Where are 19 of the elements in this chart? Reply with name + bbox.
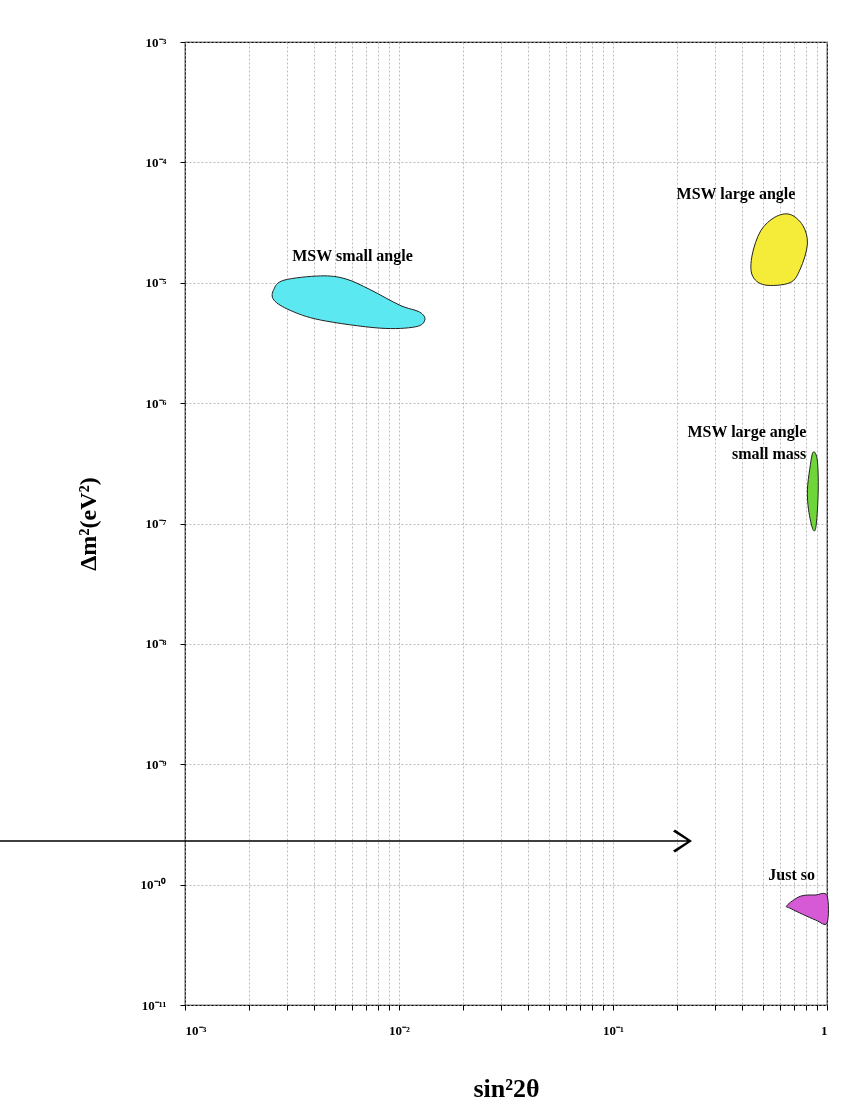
x-tick-label: 10⁻³ bbox=[185, 1022, 207, 1038]
y-tick-label: 10⁻¹⁰ bbox=[140, 877, 167, 893]
x-tick-label: 10⁻¹ bbox=[603, 1022, 625, 1038]
x-axis-title: sin²2θ bbox=[473, 1073, 540, 1103]
y-tick-label: 10⁻³ bbox=[145, 34, 167, 50]
y-tick-label: 10⁻⁶ bbox=[145, 395, 167, 411]
y-tick-label: 10⁻⁹ bbox=[145, 756, 167, 772]
x-tick-label: 10⁻² bbox=[389, 1022, 411, 1038]
y-tick-label: 10⁻¹¹ bbox=[141, 997, 167, 1013]
series-label: MSW large angle bbox=[676, 185, 796, 204]
y-tick-label: 10⁻⁷ bbox=[145, 516, 167, 531]
series-label: Just so bbox=[768, 866, 815, 883]
series-label: MSW large angle small mass bbox=[687, 423, 807, 463]
x-tick-label: 1 bbox=[821, 1022, 828, 1038]
y-tick-label: 10⁻⁴ bbox=[145, 154, 167, 170]
y-tick-label: 10⁻⁸ bbox=[145, 636, 167, 652]
y-tick-label: 10⁻⁵ bbox=[145, 275, 167, 291]
y-axis-title: Δm²(eV²) bbox=[74, 477, 101, 571]
series-label: MSW small angle bbox=[292, 246, 413, 265]
